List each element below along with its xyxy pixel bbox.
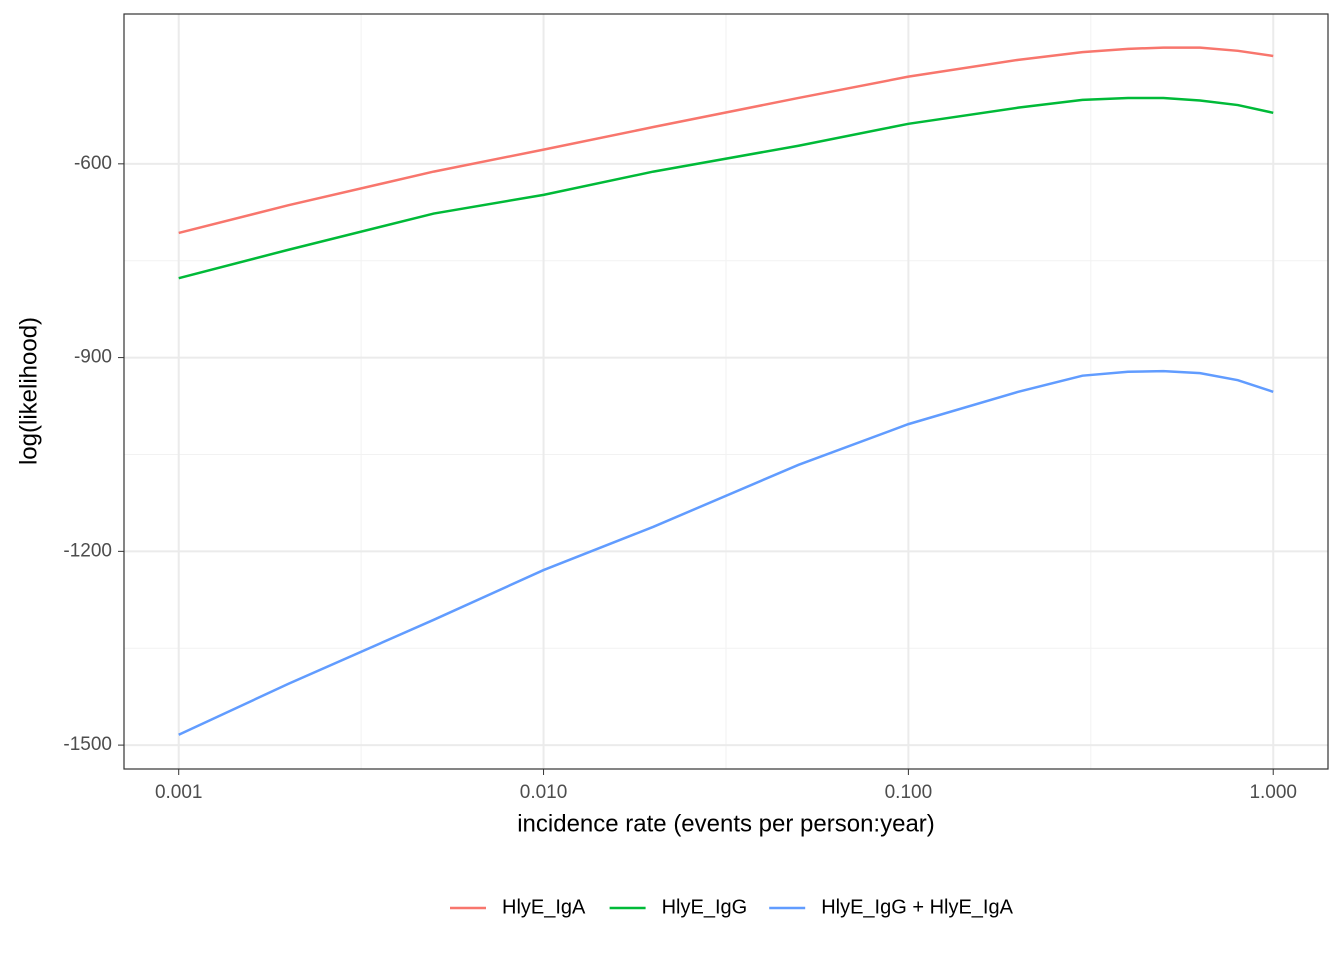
data-line xyxy=(178,46,1274,235)
x-tick-label: 1.000 xyxy=(1249,782,1297,803)
data-line xyxy=(178,96,1274,280)
plot-border xyxy=(123,13,1329,770)
y-tick-label: -1500 xyxy=(63,734,112,755)
data-line xyxy=(178,369,1274,736)
x-tick-label: 0.100 xyxy=(885,782,933,803)
y-tick-label: -600 xyxy=(74,153,112,174)
y-tick-label: -900 xyxy=(74,347,112,368)
legend-label: HlyE_IgG + HlyE_IgA xyxy=(821,896,1013,918)
legend-label: HlyE_IgA xyxy=(502,896,586,918)
y-axis-title: log(likelihood) xyxy=(15,317,42,465)
x-axis-title: incidence rate (events per person:year) xyxy=(517,810,935,837)
y-tick-label: -1200 xyxy=(63,540,112,561)
x-tick-label: 0.001 xyxy=(155,782,203,803)
x-tick-label: 0.010 xyxy=(520,782,568,803)
legend-label: HlyE_IgG xyxy=(662,896,748,918)
